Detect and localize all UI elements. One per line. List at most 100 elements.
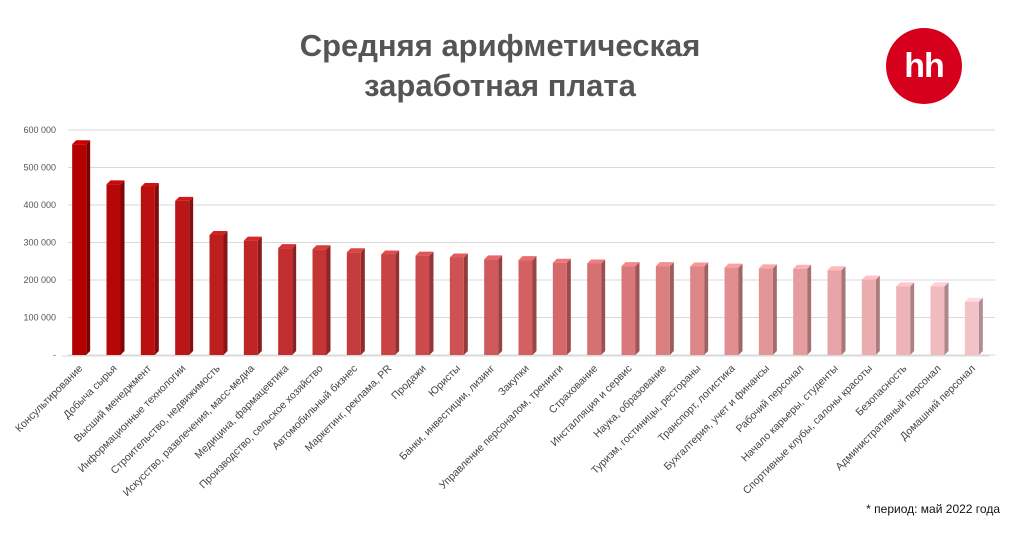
bar-top xyxy=(175,196,194,201)
bar-side xyxy=(429,251,434,355)
bar-top xyxy=(381,250,400,255)
bar xyxy=(518,256,537,355)
bar xyxy=(209,231,228,355)
bar-front xyxy=(793,268,808,355)
bar xyxy=(415,251,434,355)
bar-top xyxy=(209,231,228,235)
bar-front xyxy=(209,235,224,355)
bar-top xyxy=(312,245,331,250)
bar-front xyxy=(964,301,979,355)
x-category-label: Управление персоналом, тренинги xyxy=(437,363,566,492)
bar xyxy=(72,140,91,355)
hh-logo-text: hh xyxy=(904,46,945,85)
bar-front xyxy=(552,262,567,355)
bar xyxy=(243,236,262,355)
bar-front xyxy=(518,260,533,355)
y-tick-label: - xyxy=(53,350,56,360)
bar xyxy=(106,180,125,355)
bar-top xyxy=(861,275,880,280)
bar-side xyxy=(463,253,468,355)
bar-front xyxy=(896,286,911,355)
x-category-label: Продажи xyxy=(389,363,429,403)
bar-front xyxy=(484,259,499,355)
bar xyxy=(930,282,949,355)
bar-front xyxy=(827,270,842,355)
bar xyxy=(964,297,983,355)
bar-front xyxy=(415,255,430,355)
y-tick-label: 500 000 xyxy=(23,163,56,173)
bar xyxy=(484,255,503,355)
bar-front xyxy=(930,286,945,355)
bar-front xyxy=(758,268,773,355)
bar-front xyxy=(312,249,327,355)
bar-front xyxy=(72,144,87,355)
bar-top xyxy=(655,262,674,267)
bar-front xyxy=(346,252,361,355)
bar-top xyxy=(621,262,640,267)
bar-top xyxy=(346,248,365,253)
bar xyxy=(690,262,709,355)
bar-side xyxy=(360,248,365,355)
chart-title-line2: заработная плата xyxy=(364,68,636,103)
bar-top xyxy=(449,253,468,258)
bar-side xyxy=(875,275,880,355)
bar-side xyxy=(120,180,125,355)
bar-top xyxy=(930,282,949,287)
bar xyxy=(381,250,400,355)
bar-top xyxy=(724,263,743,268)
bar-front xyxy=(690,266,705,355)
bar-top xyxy=(140,183,159,187)
bar-front xyxy=(621,266,636,355)
bar xyxy=(278,244,297,355)
y-tick-label: 400 000 xyxy=(23,200,56,210)
bar xyxy=(140,183,159,355)
bar-top xyxy=(415,251,434,256)
bar xyxy=(621,262,640,355)
bar-top xyxy=(243,236,262,241)
chart-title: Средняя арифметическая заработная плата xyxy=(200,26,800,106)
bar-side xyxy=(292,244,297,355)
bar xyxy=(896,282,915,355)
bar-side xyxy=(910,282,915,355)
bar-side xyxy=(841,266,846,355)
bar-front xyxy=(106,184,121,355)
bar-top xyxy=(964,297,983,302)
chart-title-line1: Средняя арифметическая xyxy=(299,28,701,63)
bar-side xyxy=(257,236,262,355)
bar xyxy=(346,248,365,355)
bar-top xyxy=(587,259,606,264)
bar xyxy=(552,258,571,355)
bar-front xyxy=(655,266,670,355)
bar-side xyxy=(86,140,91,355)
bar xyxy=(449,253,468,355)
bar-side xyxy=(738,263,743,355)
y-tick-label: 200 000 xyxy=(23,275,56,285)
bar-front xyxy=(175,200,190,355)
bar-side xyxy=(601,259,606,355)
x-category-label: Спортивные клубы, салоны красоты xyxy=(741,363,875,497)
bar-top xyxy=(106,180,125,185)
bar-front xyxy=(449,257,464,355)
bar-side xyxy=(704,262,709,355)
bar-side xyxy=(326,245,331,355)
bar-side xyxy=(635,262,640,355)
bar xyxy=(655,262,674,355)
bar-side xyxy=(223,231,228,355)
bar-top xyxy=(278,244,297,249)
bar-side xyxy=(978,297,983,355)
bar-top xyxy=(484,255,503,260)
bar-side xyxy=(395,250,400,355)
bar-side xyxy=(566,258,571,355)
bar-front xyxy=(381,254,396,355)
bar-side xyxy=(772,264,777,355)
bar-front xyxy=(278,248,293,355)
bar xyxy=(587,259,606,355)
hh-logo: hh xyxy=(886,28,962,104)
bar-top xyxy=(793,264,812,269)
bar xyxy=(175,196,194,355)
bar-side xyxy=(669,262,674,355)
bar xyxy=(312,245,331,355)
bar-side xyxy=(532,256,537,355)
y-tick-label: 100 000 xyxy=(23,313,56,323)
